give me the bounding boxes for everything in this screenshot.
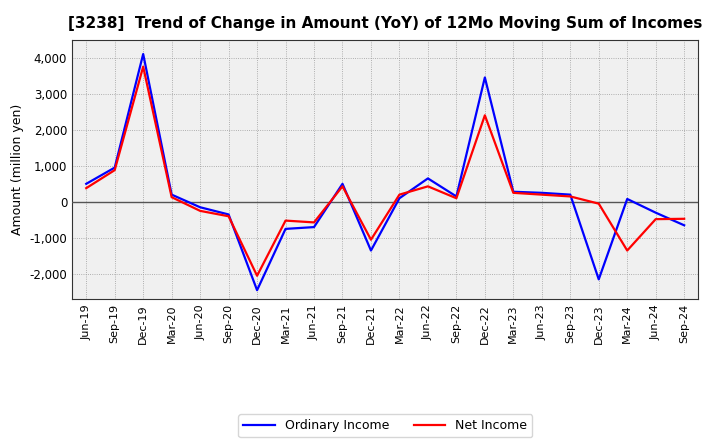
Title: [3238]  Trend of Change in Amount (YoY) of 12Mo Moving Sum of Incomes: [3238] Trend of Change in Amount (YoY) o… xyxy=(68,16,703,32)
Net Income xyxy=(139,64,148,69)
Legend: Ordinary Income, Net Income: Ordinary Income, Net Income xyxy=(238,414,532,437)
Net Income xyxy=(423,184,432,189)
Net Income xyxy=(652,216,660,222)
Y-axis label: Amount (million yen): Amount (million yen) xyxy=(11,104,24,235)
Ordinary Income xyxy=(452,194,461,199)
Ordinary Income xyxy=(652,210,660,215)
Ordinary Income xyxy=(595,277,603,282)
Ordinary Income xyxy=(167,192,176,197)
Ordinary Income xyxy=(509,189,518,194)
Ordinary Income xyxy=(566,192,575,197)
Ordinary Income xyxy=(139,51,148,57)
Ordinary Income xyxy=(253,288,261,293)
Ordinary Income xyxy=(338,181,347,187)
Net Income xyxy=(225,214,233,219)
Ordinary Income xyxy=(366,248,375,253)
Net Income xyxy=(82,186,91,191)
Ordinary Income xyxy=(282,226,290,231)
Ordinary Income xyxy=(196,205,204,210)
Line: Net Income: Net Income xyxy=(86,66,684,276)
Net Income xyxy=(310,220,318,225)
Ordinary Income xyxy=(623,196,631,202)
Ordinary Income xyxy=(310,224,318,230)
Net Income xyxy=(196,208,204,213)
Net Income xyxy=(595,201,603,206)
Net Income xyxy=(366,237,375,242)
Line: Ordinary Income: Ordinary Income xyxy=(86,54,684,290)
Net Income xyxy=(566,194,575,199)
Ordinary Income xyxy=(537,190,546,195)
Net Income xyxy=(282,218,290,223)
Net Income xyxy=(623,248,631,253)
Ordinary Income xyxy=(110,165,119,170)
Net Income xyxy=(537,192,546,197)
Ordinary Income xyxy=(480,75,489,80)
Net Income xyxy=(452,196,461,201)
Net Income xyxy=(480,113,489,118)
Net Income xyxy=(110,168,119,173)
Net Income xyxy=(509,190,518,195)
Ordinary Income xyxy=(423,176,432,181)
Ordinary Income xyxy=(225,212,233,217)
Net Income xyxy=(680,216,688,221)
Ordinary Income xyxy=(82,181,91,187)
Ordinary Income xyxy=(395,196,404,201)
Net Income xyxy=(395,192,404,197)
Ordinary Income xyxy=(680,223,688,228)
Net Income xyxy=(253,273,261,279)
Net Income xyxy=(338,184,347,189)
Net Income xyxy=(167,194,176,200)
